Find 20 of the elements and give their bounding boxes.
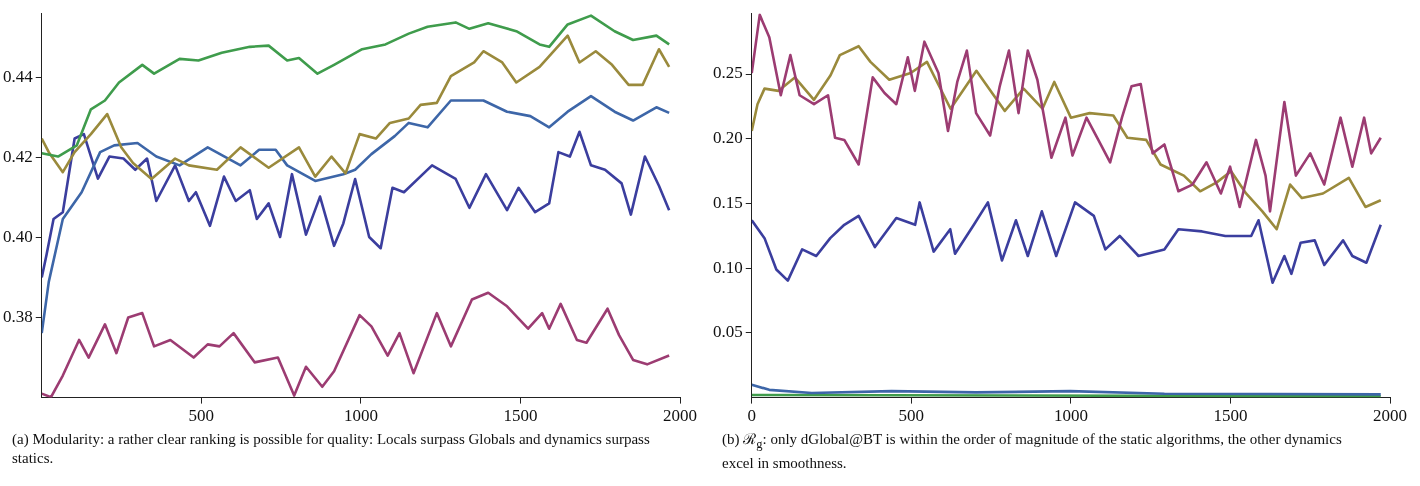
y-tick-label: 0.25 xyxy=(713,63,743,83)
text: (a) Modularity: a rather clear ranking is possible for quality: Locals surpass Globals and dynamics surpass statics. xyxy=(12,430,651,468)
x-tick-label: 1500 xyxy=(1213,406,1248,426)
y-tick-label: 0.44 xyxy=(3,66,34,86)
x-tick-label: 2000 xyxy=(1373,406,1407,426)
x-tick-label: 0 xyxy=(747,406,756,426)
y-tick-label: 0.10 xyxy=(713,257,743,277)
y-tick-label: 0.40 xyxy=(3,226,33,246)
y-tick-label: 0.20 xyxy=(713,128,743,148)
text: (b) ℛ$_{g}$: only dGlobal@BT is within the order of magnitude of the static algorithms, the other dynamics excel in smoothness. xyxy=(722,430,1343,473)
y-tick-label: 0.05 xyxy=(713,322,743,342)
x-tick-label: 500 xyxy=(898,406,925,426)
x-tick-label: 1500 xyxy=(503,406,538,426)
x-tick-label: 500 xyxy=(188,406,215,426)
x-tick-label: 1000 xyxy=(343,406,378,426)
y-tick-label: 0.38 xyxy=(3,306,33,326)
x-tick-label: 2000 xyxy=(663,406,697,426)
y-tick-label: 0.42 xyxy=(3,146,33,166)
y-tick-label: 0.15 xyxy=(713,192,743,212)
x-tick-label: 1000 xyxy=(1053,406,1088,426)
